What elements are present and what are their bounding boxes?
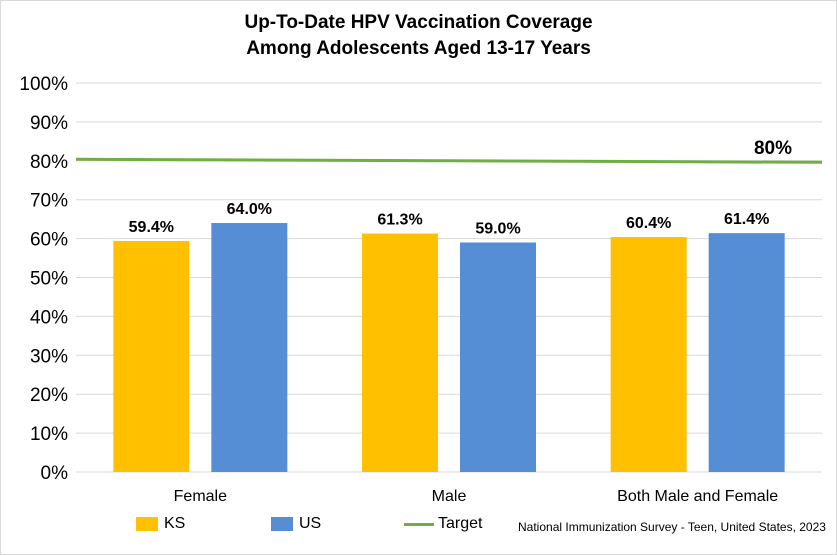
y-tick-label: 60% [30,230,68,251]
legend-swatch-ks [136,517,158,531]
y-tick-label: 20% [30,385,68,406]
bar-ks [113,240,190,472]
data-label-us: 61.4% [724,211,769,228]
category-label: Both Male and Female [617,488,778,505]
y-tick-label: 10% [30,424,68,445]
chart-title: Up-To-Date HPV Vaccination Coverage Amon… [0,10,837,62]
data-label-us: 59.0% [475,220,520,237]
source-note: National Immunization Survey - Teen, Uni… [518,520,826,534]
bar-us [460,242,536,472]
legend-item-us: US [271,515,321,533]
legend-label-ks: KS [164,515,186,532]
bar-us [708,233,785,472]
bar-ks [610,237,687,472]
bar-ks [362,233,438,472]
data-label-ks: 59.4% [129,219,174,236]
legend-item-target: Target [404,515,482,533]
data-label-ks: 61.3% [377,212,422,229]
data-label-us: 64.0% [227,201,272,218]
target-label: 80% [754,138,792,159]
legend-label-us: US [299,515,322,532]
bar-chart: 0% 10% 20% 30% 40% 50% 60% 70% 80% 90% 100% 59.4% 64… [19,74,823,505]
data-label-ks: 60.4% [626,215,671,232]
chart-title-line-2: Among Adolescents Aged 13-17 Years [246,38,591,59]
y-tick-label: 50% [30,269,68,290]
y-tick-label: 70% [30,191,68,212]
chart-title-line-1: Up-To-Date HPV Vaccination Coverage [244,12,593,33]
legend-line-target [404,522,434,526]
bar-us [211,223,288,472]
y-tick-label: 0% [41,463,69,484]
category-label: Female [174,488,227,505]
legend-label-target: Target [438,515,483,532]
y-tick-label: 30% [30,346,68,367]
legend-item-ks: KS [136,515,185,533]
legend-swatch-us [271,517,293,531]
y-tick-label: 90% [30,113,68,134]
y-tick-label: 100% [19,74,68,95]
legend: KS US Target [0,515,837,539]
y-tick-label: 80% [30,152,68,173]
category-label: Male [432,488,467,505]
y-tick-label: 40% [30,307,68,328]
target-line [75,157,823,164]
